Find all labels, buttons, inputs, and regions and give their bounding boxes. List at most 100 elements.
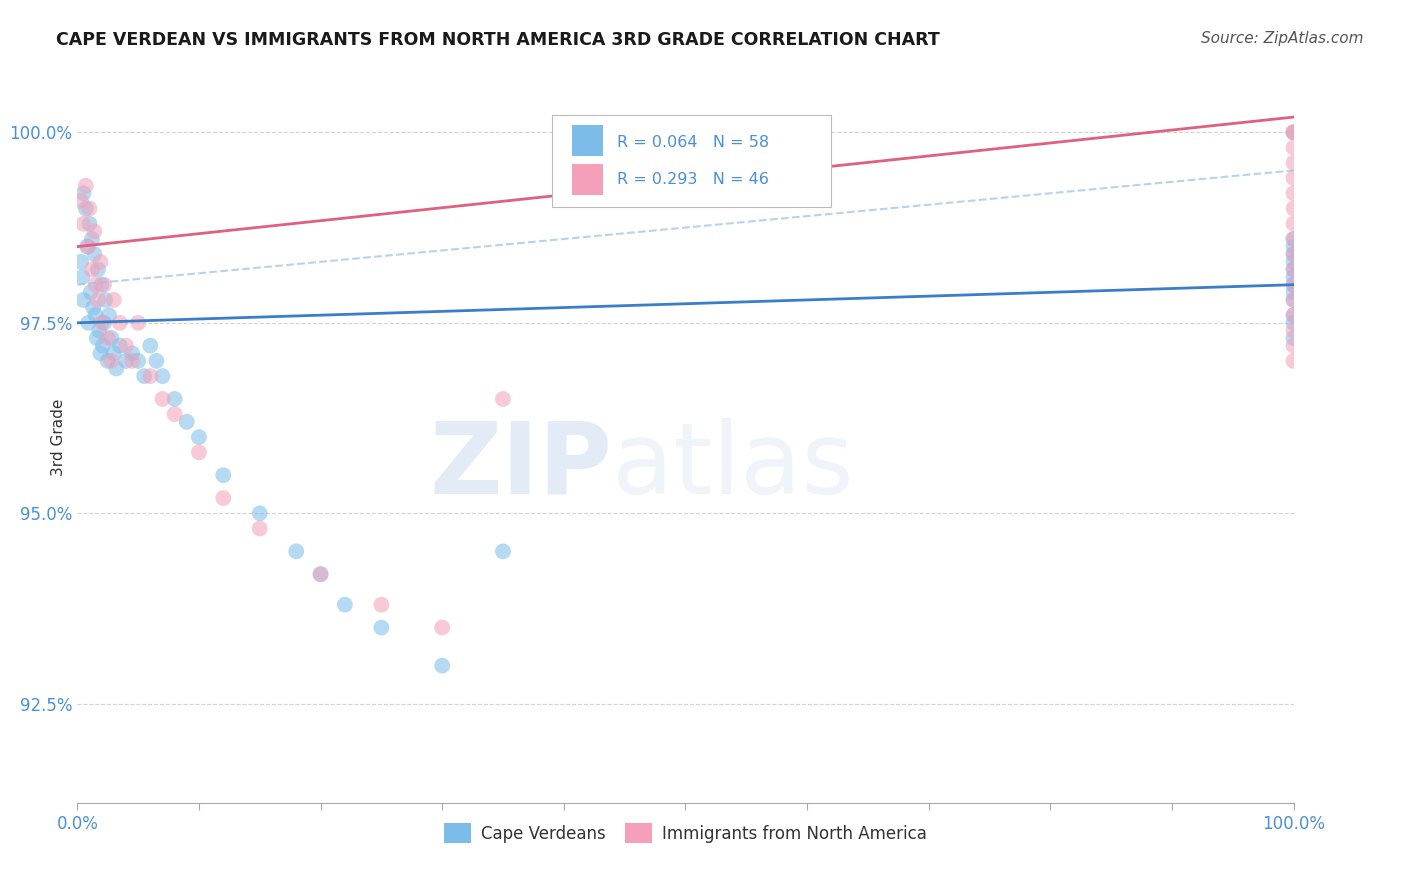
Point <box>1282 331 1305 345</box>
Point <box>100 354 122 368</box>
Point <box>139 338 162 352</box>
Point <box>333 598 356 612</box>
Point <box>492 544 515 558</box>
Point <box>86 331 108 345</box>
Point <box>430 658 453 673</box>
Point <box>163 392 186 406</box>
Point <box>127 316 149 330</box>
Point <box>1282 155 1305 169</box>
Point <box>103 346 125 360</box>
Point <box>87 262 110 277</box>
Point <box>76 239 98 253</box>
Point <box>77 316 100 330</box>
Point <box>91 338 114 352</box>
Point <box>212 491 235 505</box>
Point <box>1282 232 1305 246</box>
Point <box>97 354 120 368</box>
Point <box>97 331 120 345</box>
Point <box>152 392 174 406</box>
Y-axis label: 3rd Grade: 3rd Grade <box>51 399 66 475</box>
Point <box>121 354 143 368</box>
Text: R = 0.293   N = 46: R = 0.293 N = 46 <box>617 172 769 187</box>
Point <box>1282 308 1305 322</box>
Point <box>1282 285 1305 300</box>
Point <box>1282 186 1305 201</box>
Point <box>89 255 111 269</box>
Point <box>115 354 138 368</box>
FancyBboxPatch shape <box>572 164 603 194</box>
Point <box>127 354 149 368</box>
Point <box>70 270 93 285</box>
Point <box>80 285 103 300</box>
Point <box>93 316 115 330</box>
Point <box>80 262 103 277</box>
Point <box>87 293 110 307</box>
Point <box>285 544 308 558</box>
Point <box>1282 255 1305 269</box>
Point <box>309 567 332 582</box>
Point <box>1282 171 1305 186</box>
Point <box>84 277 107 292</box>
Point <box>1282 202 1305 216</box>
Point <box>152 369 174 384</box>
Point <box>72 186 94 201</box>
Point <box>89 346 111 360</box>
Point <box>90 277 112 292</box>
Point <box>70 194 93 208</box>
Point <box>163 407 186 421</box>
Point <box>79 217 101 231</box>
Point <box>1282 293 1305 307</box>
Point <box>75 178 97 193</box>
Point <box>108 316 131 330</box>
Point <box>83 224 105 238</box>
Point <box>1282 232 1305 246</box>
Point <box>84 308 107 322</box>
Point <box>492 392 515 406</box>
Point <box>115 338 138 352</box>
Point <box>94 293 117 307</box>
Point <box>105 361 128 376</box>
Point <box>1282 338 1305 352</box>
Point <box>72 217 94 231</box>
Point <box>1282 247 1305 261</box>
Point <box>103 293 125 307</box>
Point <box>108 338 131 352</box>
Point <box>370 598 392 612</box>
Point <box>1282 308 1305 322</box>
Point <box>1282 140 1305 154</box>
Point <box>370 621 392 635</box>
Point <box>1282 247 1305 261</box>
Point <box>309 567 332 582</box>
Point <box>100 331 122 345</box>
Text: ZIP: ZIP <box>430 417 613 515</box>
Point <box>80 232 103 246</box>
Point <box>90 316 112 330</box>
Point <box>249 506 271 520</box>
Point <box>139 369 162 384</box>
Point <box>1282 354 1305 368</box>
Point <box>1282 277 1305 292</box>
Point <box>249 522 271 536</box>
Point <box>1282 270 1305 285</box>
Point <box>1282 125 1305 139</box>
Point <box>77 239 100 253</box>
Point <box>93 277 115 292</box>
Point <box>145 354 167 368</box>
Text: CAPE VERDEAN VS IMMIGRANTS FROM NORTH AMERICA 3RD GRADE CORRELATION CHART: CAPE VERDEAN VS IMMIGRANTS FROM NORTH AM… <box>56 31 941 49</box>
Point <box>1282 262 1305 277</box>
Text: atlas: atlas <box>613 417 853 515</box>
Point <box>89 323 111 337</box>
Point <box>134 369 156 384</box>
Point <box>1282 293 1305 307</box>
Point <box>82 301 104 315</box>
Point <box>70 255 93 269</box>
Point <box>1282 316 1305 330</box>
FancyBboxPatch shape <box>551 115 831 207</box>
Point <box>97 308 120 322</box>
Point <box>1282 217 1305 231</box>
Point <box>121 346 143 360</box>
Point <box>1282 125 1305 139</box>
Point <box>176 415 198 429</box>
FancyBboxPatch shape <box>572 125 603 156</box>
Point <box>72 293 94 307</box>
